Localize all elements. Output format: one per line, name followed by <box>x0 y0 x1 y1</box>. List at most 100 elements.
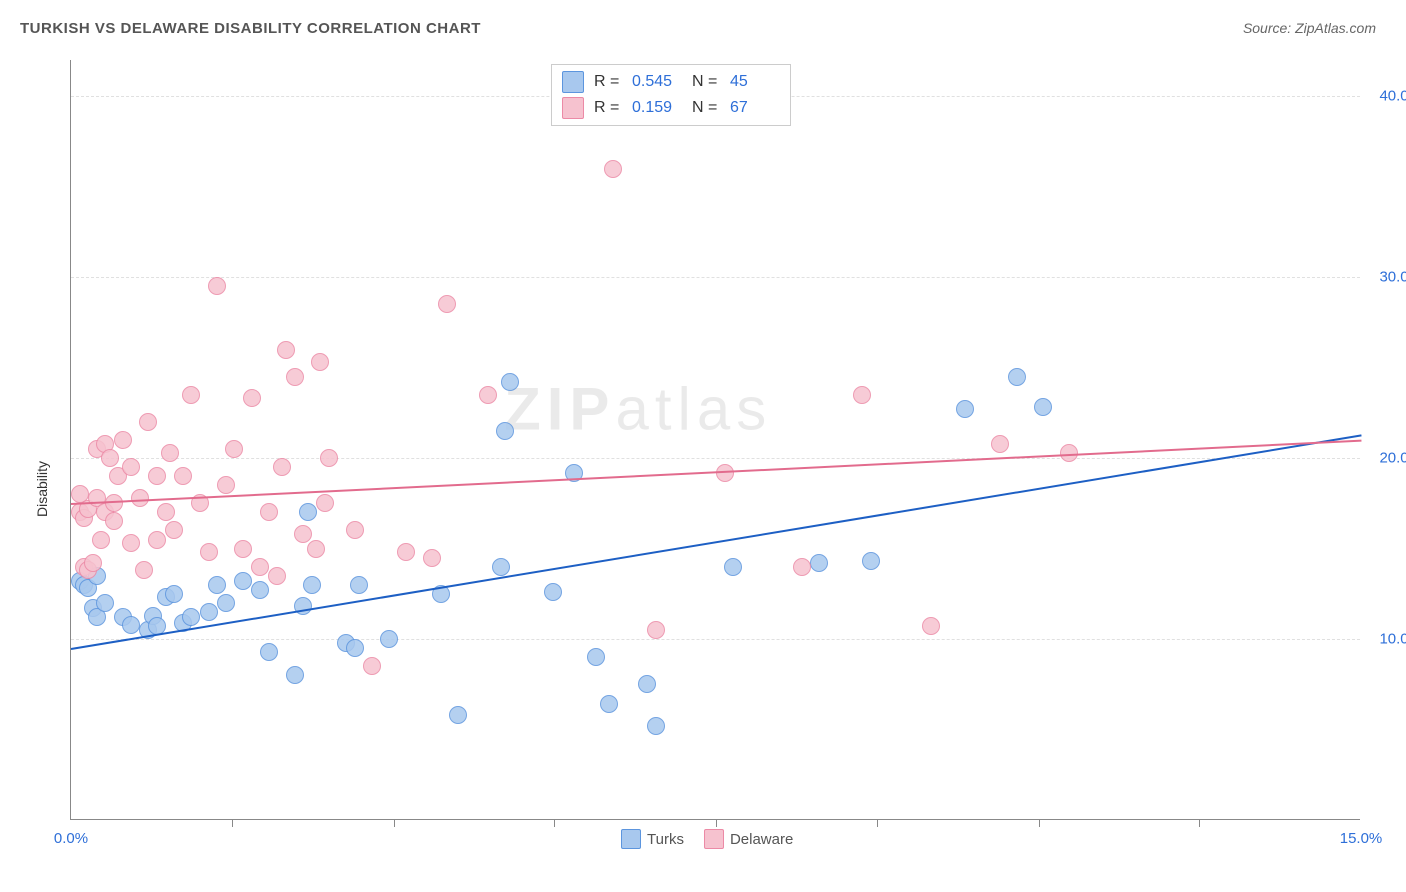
data-point <box>1034 398 1052 416</box>
watermark: ZIPatlas <box>504 375 772 444</box>
data-point <box>225 440 243 458</box>
legend-swatch <box>562 97 584 119</box>
data-point <box>853 386 871 404</box>
stats-row: R =0.545N =45 <box>562 69 780 95</box>
legend-swatch <box>621 829 641 849</box>
data-point <box>604 160 622 178</box>
data-point <box>647 621 665 639</box>
data-point <box>260 643 278 661</box>
y-tick-label: 40.0% <box>1379 88 1406 105</box>
data-point <box>449 706 467 724</box>
data-point <box>260 503 278 521</box>
legend-label: Turks <box>647 831 684 848</box>
data-point <box>92 531 110 549</box>
data-point <box>1060 444 1078 462</box>
data-point <box>397 543 415 561</box>
x-tick-mark <box>1039 819 1040 827</box>
data-point <box>182 608 200 626</box>
y-tick-label: 20.0% <box>1379 450 1406 467</box>
data-point <box>84 554 102 572</box>
x-tick-mark <box>394 819 395 827</box>
data-point <box>243 389 261 407</box>
data-point <box>810 554 828 572</box>
data-point <box>251 558 269 576</box>
data-point <box>423 549 441 567</box>
x-tick-mark <box>716 819 717 827</box>
data-point <box>286 368 304 386</box>
data-point <box>496 422 514 440</box>
plot-area: ZIPatlas 10.0%20.0%30.0%40.0%0.0%15.0%R … <box>70 60 1360 820</box>
data-point <box>96 594 114 612</box>
data-point <box>148 467 166 485</box>
x-tick-mark <box>232 819 233 827</box>
data-point <box>200 603 218 621</box>
data-point <box>114 431 132 449</box>
data-point <box>217 476 235 494</box>
data-point <box>479 386 497 404</box>
data-point <box>131 489 149 507</box>
data-point <box>135 561 153 579</box>
data-point <box>956 400 974 418</box>
data-point <box>217 594 235 612</box>
data-point <box>311 353 329 371</box>
data-point <box>157 503 175 521</box>
data-point <box>638 675 656 693</box>
data-point <box>148 531 166 549</box>
data-point <box>165 585 183 603</box>
data-point <box>363 657 381 675</box>
data-point <box>101 449 119 467</box>
stats-legend: R =0.545N =45R =0.159N =67 <box>551 64 791 126</box>
data-point <box>174 467 192 485</box>
legend-item: Turks <box>621 829 684 849</box>
data-point <box>200 543 218 561</box>
data-point <box>122 616 140 634</box>
data-point <box>922 617 940 635</box>
data-point <box>544 583 562 601</box>
data-point <box>320 449 338 467</box>
y-axis-label: Disability <box>34 461 50 517</box>
data-point <box>380 630 398 648</box>
chart-container: TURKISH VS DELAWARE DISABILITY CORRELATI… <box>20 20 1386 872</box>
data-point <box>793 558 811 576</box>
data-point <box>139 413 157 431</box>
data-point <box>307 540 325 558</box>
x-tick-mark <box>1199 819 1200 827</box>
legend-swatch <box>704 829 724 849</box>
data-point <box>268 567 286 585</box>
data-point <box>208 277 226 295</box>
data-point <box>122 534 140 552</box>
gridline <box>71 458 1360 459</box>
data-point <box>273 458 291 476</box>
stats-row: R =0.159N =67 <box>562 95 780 121</box>
data-point <box>350 576 368 594</box>
legend-item: Delaware <box>704 829 793 849</box>
legend-swatch <box>562 71 584 93</box>
data-point <box>587 648 605 666</box>
data-point <box>234 540 252 558</box>
x-tick-mark <box>554 819 555 827</box>
data-point <box>1008 368 1026 386</box>
gridline <box>71 277 1360 278</box>
data-point <box>122 458 140 476</box>
data-point <box>105 512 123 530</box>
y-tick-label: 10.0% <box>1379 631 1406 648</box>
data-point <box>294 525 312 543</box>
x-tick-label: 15.0% <box>1340 830 1383 847</box>
data-point <box>647 717 665 735</box>
data-point <box>251 581 269 599</box>
data-point <box>182 386 200 404</box>
y-tick-label: 30.0% <box>1379 269 1406 286</box>
chart-title: TURKISH VS DELAWARE DISABILITY CORRELATI… <box>20 20 1386 37</box>
data-point <box>286 666 304 684</box>
data-point <box>105 494 123 512</box>
data-point <box>299 503 317 521</box>
data-point <box>234 572 252 590</box>
data-point <box>316 494 334 512</box>
series-legend: Turks Delaware <box>621 829 793 849</box>
data-point <box>346 521 364 539</box>
legend-label: Delaware <box>730 831 793 848</box>
data-point <box>165 521 183 539</box>
x-tick-label: 0.0% <box>54 830 88 847</box>
data-point <box>161 444 179 462</box>
data-point <box>724 558 742 576</box>
